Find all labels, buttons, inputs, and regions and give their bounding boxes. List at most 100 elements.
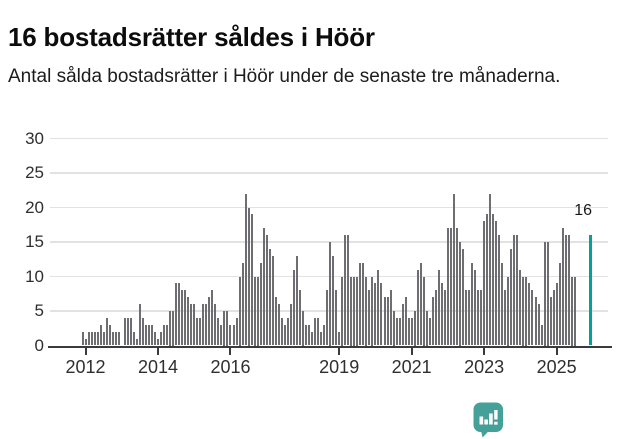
bar xyxy=(419,262,422,346)
bar xyxy=(474,269,477,346)
bar xyxy=(332,255,335,346)
bar xyxy=(193,304,196,346)
bar xyxy=(96,331,99,346)
bar xyxy=(365,276,368,346)
bar xyxy=(268,248,271,346)
bar xyxy=(289,304,292,346)
bar xyxy=(465,290,468,346)
bar xyxy=(172,311,175,346)
bar xyxy=(111,331,114,346)
bar xyxy=(513,235,516,346)
bar xyxy=(567,235,570,346)
bar xyxy=(217,317,220,346)
bar xyxy=(144,324,147,346)
bar xyxy=(377,269,380,346)
bar xyxy=(141,317,144,346)
bar xyxy=(380,283,383,346)
bar xyxy=(528,283,531,346)
bar xyxy=(558,262,561,346)
bar xyxy=(335,290,338,346)
bar xyxy=(241,262,244,346)
bar xyxy=(150,324,153,346)
x-axis-tick xyxy=(84,348,87,355)
bar xyxy=(507,276,510,346)
bar xyxy=(250,214,253,346)
bar xyxy=(344,235,347,346)
bar xyxy=(108,324,111,346)
bar xyxy=(220,324,223,346)
gridline-y25 xyxy=(50,172,608,174)
x-axis-tick xyxy=(555,348,558,355)
bar xyxy=(211,290,214,346)
x-axis-tick xyxy=(483,348,486,355)
bar xyxy=(126,317,129,346)
bar xyxy=(235,317,238,346)
bar xyxy=(401,304,404,346)
bar xyxy=(190,304,193,346)
x-axis-tick xyxy=(229,348,232,355)
bar xyxy=(338,331,341,346)
gridline-y20 xyxy=(50,206,608,209)
bar xyxy=(147,324,150,346)
bar xyxy=(187,297,190,346)
bar xyxy=(422,276,425,346)
bar xyxy=(534,297,537,346)
bar xyxy=(371,276,374,346)
x-axis-line xyxy=(48,345,612,348)
bar xyxy=(498,235,501,346)
y-axis-tick-label: 10 xyxy=(25,266,44,286)
bar xyxy=(244,193,247,346)
bar xyxy=(326,290,329,346)
bar xyxy=(455,228,458,346)
bar xyxy=(362,262,365,346)
bar xyxy=(486,214,489,346)
bar xyxy=(483,221,486,346)
bar xyxy=(452,193,455,346)
bar xyxy=(410,317,413,346)
bar xyxy=(431,297,434,346)
bar xyxy=(226,311,229,346)
bar xyxy=(323,324,326,346)
bar xyxy=(102,331,105,346)
bar xyxy=(105,317,108,346)
bar xyxy=(196,317,199,346)
bar xyxy=(308,324,310,346)
bar xyxy=(540,324,543,346)
bar xyxy=(277,304,280,346)
x-axis-tick-label: 2021 xyxy=(391,356,432,377)
bar xyxy=(564,235,567,346)
bar xyxy=(184,290,187,346)
bar xyxy=(117,331,120,346)
bar xyxy=(368,290,371,346)
chart-title: 16 bostadsrätter såldes i Höör xyxy=(8,22,375,53)
bar xyxy=(292,269,295,346)
bar xyxy=(262,228,265,346)
bar xyxy=(407,317,410,346)
bar xyxy=(440,283,443,346)
bar xyxy=(489,193,492,346)
bar xyxy=(317,317,320,346)
bar xyxy=(93,331,96,346)
bar xyxy=(446,228,449,346)
bar xyxy=(413,311,416,346)
bar xyxy=(90,331,93,346)
bar xyxy=(298,290,301,346)
newsworthy-logo-icon xyxy=(473,402,503,438)
bar xyxy=(552,290,555,346)
bar xyxy=(84,338,87,346)
bar xyxy=(531,290,534,346)
y-axis-tick-label: 0 xyxy=(34,335,44,355)
x-axis-tick-label: 2023 xyxy=(464,356,505,377)
y-axis-tick-label: 15 xyxy=(25,232,44,251)
x-axis-tick-label: 2025 xyxy=(536,356,577,377)
bar xyxy=(320,331,323,346)
bar xyxy=(283,324,286,346)
bar xyxy=(153,331,156,346)
bar xyxy=(205,304,208,346)
bar xyxy=(437,269,440,346)
bar xyxy=(114,331,117,346)
bar xyxy=(129,317,132,346)
bar xyxy=(181,290,184,346)
bar xyxy=(428,317,431,346)
